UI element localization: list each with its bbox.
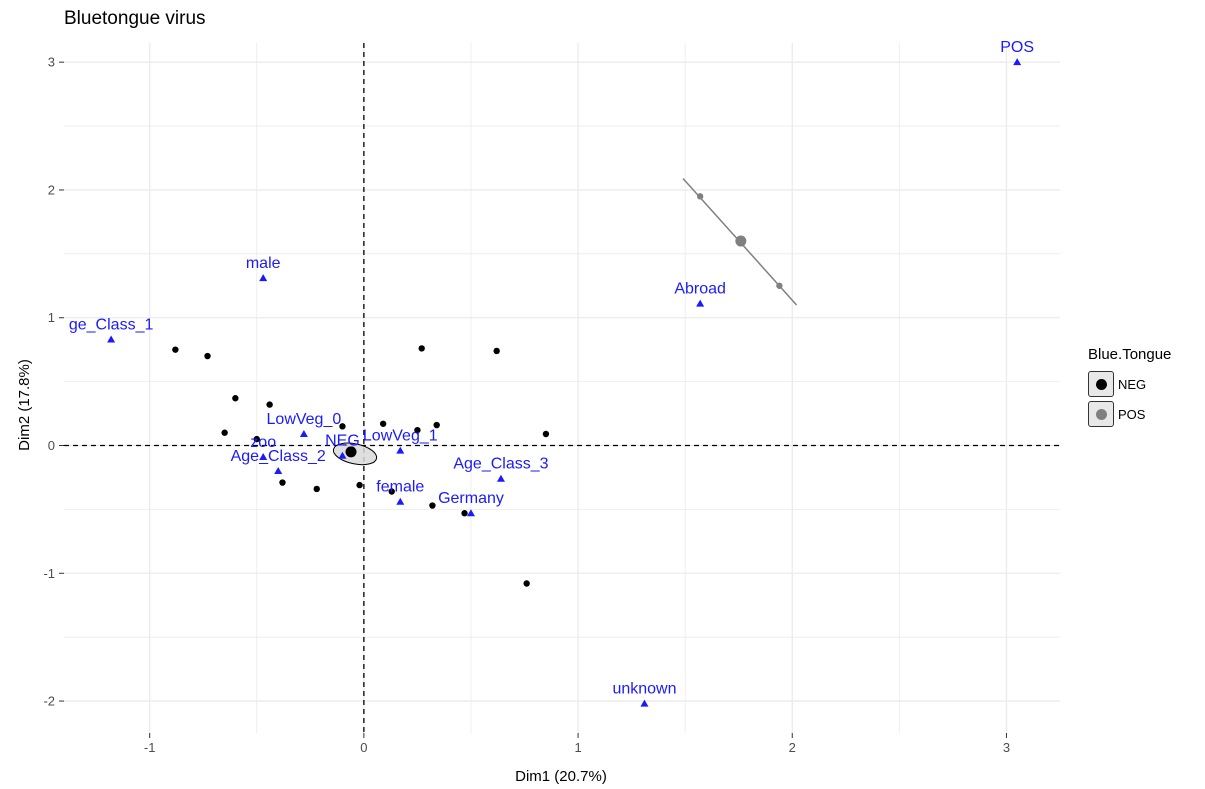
variable-marker: [338, 451, 347, 459]
x-tick-label: 1: [574, 740, 581, 755]
legend-key-neg: [1088, 371, 1114, 397]
x-axis-label: Dim1 (20.7%): [515, 768, 607, 785]
legend-title: Blue.Tongue: [1088, 346, 1172, 363]
individual-point-neg: [204, 352, 211, 360]
variable-label: LowVeg_1: [363, 428, 438, 445]
individual-point-neg: [172, 346, 179, 353]
y-axis-label: Dim2 (17.8%): [16, 359, 33, 451]
variable-label: female: [376, 479, 424, 496]
individual-point-neg: [388, 488, 395, 495]
variable-marker: [466, 509, 475, 517]
legend-label-neg: NEG: [1118, 376, 1147, 392]
y-tick-label: 1: [48, 310, 55, 325]
y-tick-label: 3: [48, 55, 55, 70]
group-mean-pos: [735, 235, 747, 247]
legend-item-neg: NEG: [1088, 369, 1171, 399]
variable-marker: [259, 453, 268, 460]
variable-label: Germany: [438, 490, 504, 507]
individual-point-neg: [279, 479, 286, 486]
variable-label: Age_Class_3: [453, 456, 548, 473]
individual-point-pos: [696, 193, 704, 200]
y-tick-label: -1: [43, 566, 55, 581]
individual-point-neg: [356, 481, 363, 489]
individual-point-neg: [253, 435, 260, 443]
individual-point-neg: [221, 429, 228, 436]
variable-marker: [696, 299, 705, 307]
individual-point-neg: [542, 430, 550, 438]
variable-marker: [107, 335, 116, 343]
individual-point-neg: [493, 347, 500, 355]
individual-point-neg: [232, 395, 239, 402]
x-tick-label: 0: [360, 740, 367, 755]
legend-label-pos: POS: [1118, 406, 1146, 422]
legend: Blue.Tongue NEG POS: [1088, 346, 1171, 429]
variable-marker: [396, 497, 405, 505]
group-mean-neg: [345, 446, 357, 458]
x-tick-label: 3: [1003, 740, 1010, 755]
major-grid: [64, 43, 1060, 733]
individual-point-neg: [461, 510, 468, 517]
legend-item-pos: POS: [1088, 399, 1171, 429]
variable-label: NEG: [325, 433, 360, 450]
legend-key-pos: [1088, 401, 1114, 427]
variable-marker: [299, 430, 308, 437]
y-tick-label: 0: [48, 438, 55, 453]
reference-lines: [64, 43, 1060, 733]
variable-marker: [274, 467, 283, 475]
x-tick-label: -1: [144, 740, 156, 755]
variable-label: male: [246, 255, 281, 272]
individual-point-neg: [266, 401, 273, 408]
individual-points: [172, 193, 783, 587]
individual-point-neg: [313, 485, 320, 493]
individual-point-neg: [433, 421, 440, 429]
variable-label: Age_Class_2: [231, 448, 326, 465]
variable-marker: [640, 699, 649, 707]
variable-marker: [396, 446, 405, 454]
variable-label: POS: [1000, 39, 1034, 56]
y-tick-label: 2: [48, 182, 55, 197]
variable-label: LowVeg_0: [267, 411, 342, 428]
individual-point-neg: [429, 502, 436, 509]
individual-point-neg: [414, 426, 421, 434]
variable-marker: [496, 474, 505, 482]
x-tick-label: 2: [789, 740, 796, 755]
variable-points: POS Abroad male ge_Class_1 LowVeg_0 LowVeg_1N…: [69, 39, 1034, 707]
confidence-ellipses: [332, 177, 798, 466]
variable-marker: [1013, 58, 1022, 66]
variable-marker: [259, 274, 268, 282]
axis-ticks: -1 0 1 2 3 -2 -1 0 1 2 3: [43, 55, 1010, 755]
individual-point-neg: [418, 345, 425, 352]
individual-point-neg: [523, 580, 530, 587]
individual-point-neg: [379, 420, 387, 427]
variable-label: zoo: [250, 434, 276, 451]
individual-point-neg: [339, 423, 346, 430]
variable-label: Abroad: [674, 281, 726, 298]
pos-point-icon: [1095, 408, 1107, 420]
neg-point-icon: [1095, 378, 1107, 390]
y-tick-label: -2: [43, 694, 55, 709]
minor-grid: [64, 43, 1060, 733]
variable-label: ge_Class_1: [69, 316, 154, 333]
chart-title: Bluetongue virus: [64, 8, 206, 29]
individual-point-pos: [776, 282, 783, 289]
variable-label: unknown: [612, 681, 676, 698]
